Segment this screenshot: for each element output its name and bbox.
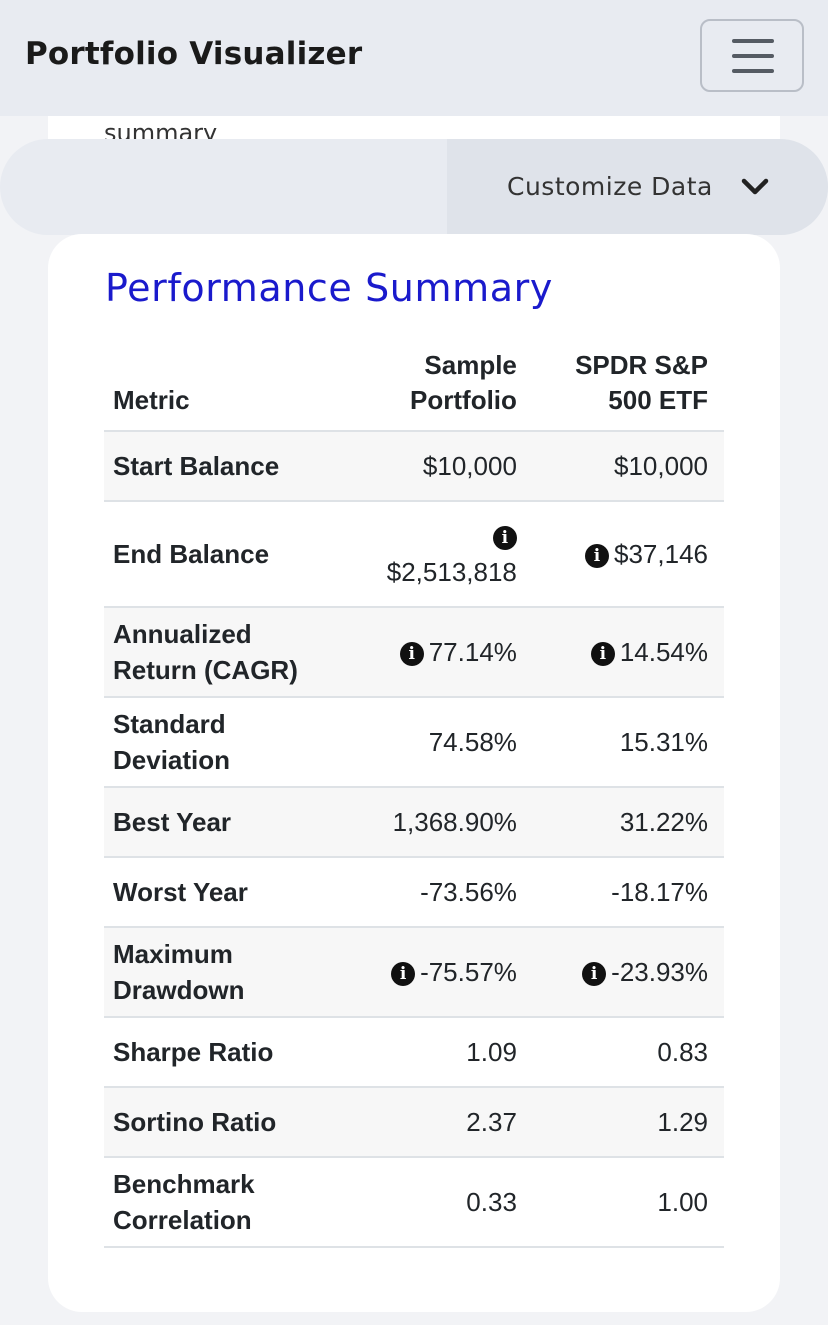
portfolio-value: $2,513,818 [386,557,517,587]
row-label: Standard Deviation [104,697,344,788]
previous-section-text: summary [104,119,218,140]
benchmark-value: 14.54% [619,637,708,667]
column-header-benchmark: SPDR S&P 500 ETF [532,342,724,432]
info-icon[interactable]: i [492,526,517,550]
row-label: Worst Year [104,857,344,928]
portfolio-value: 74.58% [343,697,533,788]
portfolio-value: 1,368.90% [343,787,533,858]
info-icon[interactable]: i [585,544,610,568]
row-label: End Balance [104,501,344,608]
row-label: Benchmark Correlation [104,1157,344,1248]
brand-logo-text[interactable]: Portfolio Visualizer [25,36,363,72]
benchmark-value: 0.83 [532,1017,724,1088]
info-icon[interactable]: i [399,642,424,666]
table-row: Maximum Drawdown i -75.57% i -23.93% [104,927,724,1018]
benchmark-value: $10,000 [532,431,724,502]
portfolio-value: 1.09 [343,1017,533,1088]
portfolio-value: -73.56% [343,857,533,928]
customize-toolbar: Customize Data [0,139,828,235]
table-row: Sortino Ratio 2.37 1.29 [104,1087,724,1158]
benchmark-value: -18.17% [532,857,724,928]
table-row: Sharpe Ratio 1.09 0.83 [104,1017,724,1088]
row-label: Best Year [104,787,344,858]
row-label: Maximum Drawdown [104,927,344,1018]
benchmark-value: -23.93% [611,957,708,987]
row-label: Annualized Return (CAGR) [104,607,344,698]
table-row: Worst Year -73.56% -18.17% [104,857,724,928]
table-row: Benchmark Correlation 0.33 1.00 [104,1157,724,1248]
portfolio-value: -75.57% [420,957,517,987]
table-row: Start Balance $10,000 $10,000 [104,431,724,502]
portfolio-value: 2.37 [343,1087,533,1158]
portfolio-value-cell: i 77.14% [343,607,533,698]
info-icon[interactable]: i [590,642,615,666]
benchmark-value-cell: i 14.54% [532,607,724,698]
row-label: Sharpe Ratio [104,1017,344,1088]
portfolio-value: 77.14% [428,637,517,667]
portfolio-value: 0.33 [343,1157,533,1248]
table-row: Best Year 1,368.90% 31.22% [104,787,724,858]
table-row: Annualized Return (CAGR) i 77.14% i 14.54% [104,607,724,698]
benchmark-value: $37,146 [614,539,708,569]
benchmark-value: 1.29 [532,1087,724,1158]
table-row: Standard Deviation 74.58% 15.31% [104,697,724,788]
info-icon[interactable]: i [391,962,416,986]
portfolio-value-cell: i -75.57% [343,927,533,1018]
table-row: End Balance i $2,513,818 i $37,146 [104,501,724,608]
customize-data-button[interactable]: Customize Data [447,139,828,235]
portfolio-value: $10,000 [343,431,533,502]
chevron-down-icon [741,178,769,195]
table-header-row: Metric Sample Portfolio SPDR S&P 500 ETF [104,342,724,432]
top-navbar: Portfolio Visualizer [0,0,828,116]
benchmark-value: 15.31% [532,697,724,788]
benchmark-value: 31.22% [532,787,724,858]
benchmark-value-cell: i $37,146 [532,501,724,608]
performance-summary-table: Metric Sample Portfolio SPDR S&P 500 ETF… [104,342,724,1248]
column-header-metric: Metric [104,342,344,432]
benchmark-value: 1.00 [532,1157,724,1248]
hamburger-menu-button[interactable] [700,19,804,92]
customize-data-label: Customize Data [507,172,713,201]
portfolio-value-cell: i $2,513,818 [343,501,533,608]
column-header-portfolio: Sample Portfolio [343,342,533,432]
info-icon[interactable]: i [582,962,607,986]
section-title: Performance Summary [105,266,553,310]
row-label: Sortino Ratio [104,1087,344,1158]
row-label: Start Balance [104,431,344,502]
benchmark-value-cell: i -23.93% [532,927,724,1018]
